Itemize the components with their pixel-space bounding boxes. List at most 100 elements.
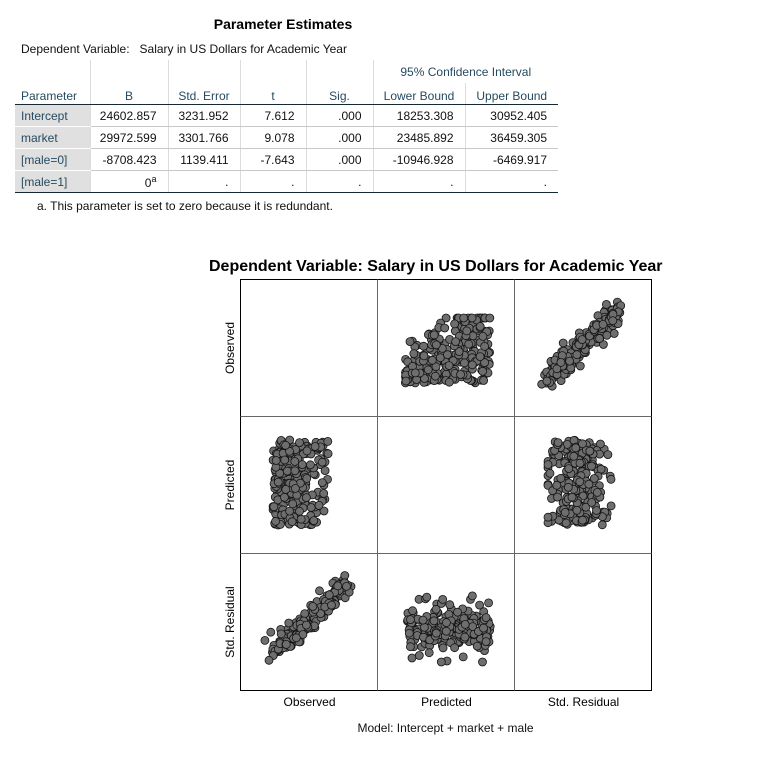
- table-footnote: a. This parameter is set to zero because…: [37, 199, 333, 213]
- scatter-point: [597, 520, 607, 530]
- scatter-point: [578, 515, 587, 525]
- scatter-point: [563, 482, 573, 492]
- scatter-point: [405, 337, 415, 347]
- chart-title: Dependent Variable: Salary in US Dollars…: [209, 258, 663, 275]
- scatter-point: [444, 377, 454, 387]
- scatter-point: [464, 339, 474, 349]
- scatter-point: [451, 337, 461, 347]
- dependent-variable-value: Salary in US Dollars for Academic Year: [139, 42, 347, 56]
- scatter-point: [296, 514, 306, 524]
- scatter-point: [572, 350, 582, 360]
- scatter-point: [280, 455, 290, 465]
- scatter-point: [291, 633, 301, 643]
- scatter-point: [569, 451, 579, 461]
- cell-upper: 36459.305: [464, 126, 558, 149]
- cell-b: 29972.599: [89, 126, 168, 149]
- column-header-parameter: Parameter: [15, 60, 90, 105]
- scatter-point: [279, 492, 289, 502]
- scatter-point: [472, 641, 482, 651]
- scatter-point: [581, 502, 591, 512]
- scatter-point: [575, 458, 585, 468]
- cell-b: -8708.423: [89, 148, 168, 171]
- scatter-point: [467, 591, 477, 601]
- scatter-point: [333, 581, 343, 591]
- x-label-predicted: Predicted: [421, 695, 472, 709]
- x-label-observed: Observed: [283, 695, 336, 709]
- scatter-point: [575, 361, 585, 371]
- scatter-point: [444, 361, 454, 371]
- scatter-point: [284, 618, 294, 628]
- model-note: Model: Intercept + market + male: [357, 721, 534, 735]
- scatter-point: [440, 323, 450, 333]
- points-layer: [260, 297, 626, 667]
- scatter-point: [443, 350, 452, 360]
- cell-std-error: .: [167, 170, 240, 193]
- table-row: Intercept 24602.857 3231.952 7.612 .000 …: [15, 104, 558, 127]
- scatter-point: [431, 604, 441, 614]
- scatter-point: [543, 460, 553, 470]
- scatter-point: [295, 506, 304, 516]
- scatter-point: [404, 628, 414, 638]
- scatter-point: [317, 457, 327, 467]
- scatter-point: [269, 502, 279, 512]
- scatter-point: [484, 598, 494, 608]
- x-label-std-residual: Std. Residual: [547, 695, 620, 709]
- scatter-point: [271, 516, 281, 526]
- y-label-predicted: Predicted: [223, 459, 237, 511]
- scatter-point: [342, 582, 351, 591]
- scatter-point: [602, 330, 612, 340]
- scatter-point: [419, 622, 429, 632]
- column-header-lower-bound: Lower Bound: [372, 83, 465, 105]
- scatter-point: [592, 506, 601, 515]
- footnote-marker: a: [151, 173, 157, 184]
- scatter-point: [300, 609, 310, 618]
- scatter-point: [287, 517, 297, 527]
- column-header-std-error: Std. Error: [167, 83, 240, 105]
- scatter-point: [285, 506, 295, 516]
- scatter-point: [592, 487, 602, 497]
- scatter-point: [305, 460, 315, 470]
- row-label: [male=1]: [15, 170, 90, 193]
- cell-t: .: [239, 170, 306, 193]
- scatter-point: [435, 353, 445, 363]
- scatter-point: [429, 616, 439, 626]
- scatter-point: [260, 636, 270, 645]
- scatter-point: [575, 477, 585, 487]
- scatter-point: [478, 657, 487, 667]
- dependent-variable-line: Dependent Variable: Salary in US Dollars …: [21, 42, 347, 56]
- scatter-point: [480, 341, 490, 351]
- scatter-point: [450, 643, 460, 653]
- scatter-point: [553, 438, 563, 448]
- row-label: Intercept: [15, 104, 90, 127]
- scatter-point: [438, 595, 448, 604]
- scatter-point: [301, 493, 311, 503]
- scatter-point: [608, 316, 618, 326]
- scatter-point: [264, 655, 274, 665]
- scatter-point: [606, 501, 616, 511]
- parameter-estimates-table: Parameter 95% Confidence Interval B Std.…: [15, 60, 558, 193]
- scatter-point: [603, 450, 613, 460]
- scatter-point: [475, 600, 485, 610]
- scatter-point: [567, 492, 577, 502]
- scatter-point: [459, 313, 469, 323]
- scatter-point: [556, 473, 566, 483]
- scatter-point: [273, 477, 283, 487]
- scatter-point: [587, 498, 597, 507]
- scatter-point: [423, 365, 433, 375]
- cell-b-value: 0: [144, 175, 152, 190]
- scatter-point: [281, 640, 291, 649]
- scatter-point: [429, 330, 439, 340]
- scatter-point: [459, 358, 469, 368]
- scatter-point: [302, 446, 312, 456]
- table-row: [male=0] -8708.423 1139.411 -7.643 .000 …: [15, 148, 558, 171]
- scatter-point: [297, 460, 307, 470]
- scatter-point: [427, 355, 437, 365]
- scatter-point: [584, 479, 594, 489]
- cell-lower: 23485.892: [372, 126, 465, 149]
- scatter-point: [542, 376, 552, 386]
- scatter-point: [302, 473, 312, 483]
- matrix-border: [240, 279, 652, 691]
- cell-b: 0a: [89, 170, 168, 193]
- cell-std-error: 1139.411: [167, 148, 240, 171]
